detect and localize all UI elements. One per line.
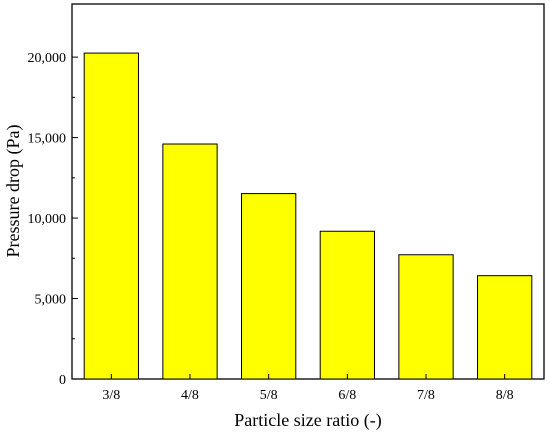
y-tick-label: 20,000 [28,51,67,66]
x-tick-label: 4/8 [181,388,199,403]
y-axis-title: Pressure drop (Pa) [3,125,24,258]
plot-frame [71,3,545,380]
x-tick-label: 6/8 [338,388,356,403]
y-tick-label: 15,000 [28,132,67,147]
bar-7-8 [398,254,454,380]
x-tick-label: 3/8 [102,388,120,403]
x-axis-title: Particle size ratio (-) [234,410,381,431]
x-tick-label: 7/8 [417,388,435,403]
y-tick-label: 0 [59,373,66,388]
bar-4-8 [162,143,218,380]
x-tick-label: 8/8 [496,388,514,403]
x-axis-ticks: 3/8 4/8 5/8 6/8 7/8 8/8 [102,374,514,403]
bar-6-8 [319,230,375,380]
y-axis-ticks: 0 5,000 10,000 15,000 20,000 [28,51,78,388]
bar-5-8 [241,193,297,380]
x-tick-label: 5/8 [260,388,278,403]
bar-8-8 [477,275,533,380]
bar-3-8 [83,52,139,380]
y-tick-label: 5,000 [35,293,67,308]
y-tick-label: 10,000 [28,212,67,227]
bars [83,52,533,380]
